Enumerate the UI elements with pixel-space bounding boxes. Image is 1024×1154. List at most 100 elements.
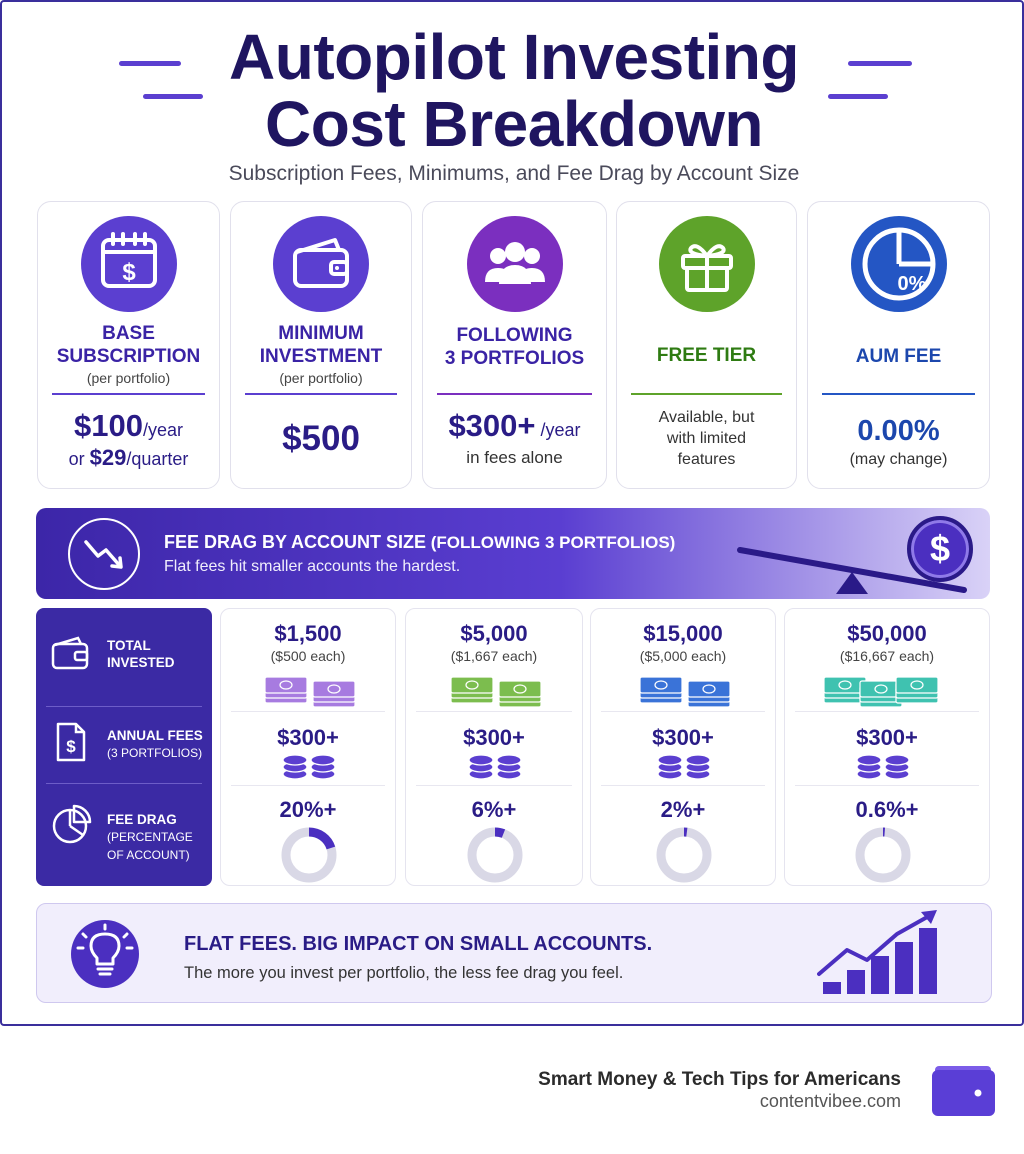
row-label-line: ANNUAL FEES: [107, 728, 203, 743]
portfolios-fee-unit: /year: [535, 420, 581, 440]
account-size-column: $50,000 ($16,667 each) $300+ 0.6%+: [784, 608, 990, 886]
base-yearly-unit: /year: [142, 420, 183, 440]
row-label-divider: [46, 783, 202, 784]
card-divider: [437, 393, 592, 395]
card-title: 3 PORTFOLIOS: [444, 348, 585, 369]
account-size-column: $5,000 ($1,667 each) $300+ 6%+: [405, 608, 583, 886]
fee-drag-donut: [656, 827, 712, 883]
card-note: in fees alone: [466, 448, 563, 467]
donut-track: [855, 827, 911, 883]
cash-stack-icon: [264, 676, 356, 708]
column-divider: [795, 785, 979, 786]
coin-symbol: $: [929, 528, 951, 569]
column-divider: [795, 711, 979, 712]
coin: [310, 754, 336, 766]
row-label-line: INVESTED: [107, 655, 175, 670]
cash-bill-mark: [327, 684, 341, 694]
card-value: $300+ /year: [423, 408, 606, 444]
fee-drag-value: 20%+: [279, 797, 337, 822]
page-title-line-2: Cost Breakdown: [265, 88, 763, 160]
column-divider: [231, 711, 385, 712]
cash-bill-mark: [910, 680, 924, 690]
donut-fill: [467, 827, 523, 883]
cash-bill: [312, 680, 356, 698]
fee-drag-donut: [281, 827, 337, 883]
cash-bill-mark: [465, 680, 479, 690]
cash-bill-mark: [654, 680, 668, 690]
banner-title-rest: (FOLLOWING 3 PORTFOLIOS): [426, 533, 676, 552]
row-label-line: TOTAL: [107, 638, 151, 653]
row-label-annual-fees: $ ANNUAL FEES (3 PORTFOLIOS): [36, 707, 212, 783]
coin-stack-icon: [468, 754, 522, 780]
dollar-document-icon: $: [50, 721, 92, 763]
card-subtitle: (per portfolio): [279, 370, 363, 386]
card-following-portfolios: FOLLOWING 3 PORTFOLIOS $300+ /year in fe…: [422, 201, 607, 489]
card-title: FOLLOWING: [456, 325, 573, 346]
cash-bill-mark: [874, 684, 888, 694]
cash-bill: [687, 680, 731, 698]
fee-drag-value: 6%+: [471, 797, 517, 822]
card-divider: [822, 393, 975, 395]
fee-drag-value: 2%+: [660, 797, 706, 822]
banner-subtitle: Flat fees hit smaller accounts the harde…: [164, 558, 461, 575]
growth-bars-icon: [817, 910, 937, 994]
footer-tagline: Smart Money & Tech Tips for Americans: [538, 1069, 901, 1090]
svg-text:$: $: [122, 259, 136, 286]
coin: [685, 754, 711, 766]
card-note: with limited: [666, 430, 747, 447]
page-title-line-1: Autopilot Investing: [229, 21, 800, 93]
donut-fill: [855, 827, 911, 883]
cash-bill-mark: [838, 680, 852, 690]
base-yearly-price: $100: [74, 408, 143, 443]
title-decor-line: [848, 61, 912, 66]
callout-subtitle: The more you invest per portfolio, the l…: [184, 964, 624, 982]
seesaw-graphic: [737, 547, 967, 594]
row-label-text: FEE DRAG (PERCENTAGE OF ACCOUNT): [107, 811, 193, 864]
cash-bill: [498, 680, 542, 698]
row-label-sub: (PERCENTAGE: [107, 830, 193, 844]
cash-bill: [895, 676, 939, 694]
card-divider: [52, 393, 205, 395]
per-portfolio-value: ($5,000 each): [639, 648, 727, 664]
coin-stack-icon: [657, 754, 711, 780]
card-value: $100/year: [38, 408, 219, 444]
card-free-tier: FREE TIER Available, but with limited fe…: [616, 201, 797, 489]
account-size-column: $15,000 ($5,000 each) $300+ 2%+: [590, 608, 776, 886]
column-divider: [601, 711, 765, 712]
base-alt-prefix: or: [68, 449, 90, 469]
card-title: SUBSCRIPTION: [56, 346, 201, 367]
total-invested-value: $5,000: [460, 621, 528, 646]
coin: [657, 754, 683, 766]
total-invested-value: $1,500: [274, 621, 342, 646]
per-portfolio-value: ($1,667 each): [450, 648, 538, 664]
annual-fee-value: $300+: [277, 725, 339, 750]
lightbulb-icon: [71, 920, 139, 988]
banner-title: FEE DRAG BY ACCOUNT SIZE (FOLLOWING 3 PO…: [164, 532, 675, 553]
coin-stack-icon: [856, 754, 910, 780]
row-label-total-invested: TOTAL INVESTED: [36, 608, 212, 705]
wallet-icon: [50, 634, 92, 676]
card-title: FREE TIER: [656, 345, 757, 366]
column-divider: [231, 785, 385, 786]
card-title: MINIMUM: [278, 323, 364, 344]
fee-drag-donut: [467, 827, 523, 883]
pie-chart-icon: [50, 802, 92, 844]
callout-title: FLAT FEES. BIG IMPACT ON SMALL ACCOUNTS.: [184, 933, 653, 955]
annual-fee-value: $300+: [856, 725, 918, 750]
cash-stack-icon: [823, 676, 939, 708]
card-value-alt: or $29/quarter: [38, 445, 219, 471]
coin: [282, 754, 308, 766]
account-size-column: $1,500 ($500 each) $300+ 20%+: [220, 608, 396, 886]
dollar-coin-icon: $: [907, 516, 973, 582]
title-decor-line: [143, 94, 203, 99]
cash-bill-mark: [513, 684, 527, 694]
gift-icon: [658, 216, 755, 312]
per-portfolio-value: ($500 each): [270, 648, 346, 664]
card-title: BASE: [102, 323, 155, 344]
cash-bill: [450, 676, 494, 694]
aum-value: 0.00%: [857, 415, 940, 447]
footer-site-link[interactable]: contentvibee.com: [759, 1091, 901, 1111]
base-quarterly-price: $29: [89, 445, 127, 470]
donut-track: [467, 827, 523, 883]
